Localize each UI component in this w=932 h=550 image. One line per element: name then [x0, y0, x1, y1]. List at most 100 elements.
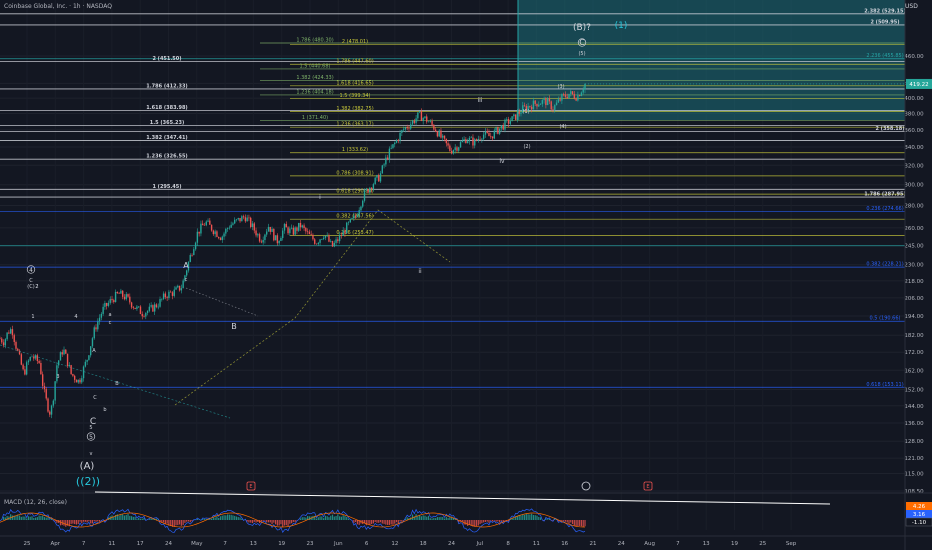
candle-body: [121, 290, 124, 297]
candle-body: [561, 94, 563, 101]
wave-label: (1): [522, 109, 529, 115]
macd-histogram-bar: [136, 519, 138, 520]
candle-body: [164, 293, 167, 298]
macd-histogram-bar: [502, 520, 504, 523]
candle-body: [495, 127, 497, 131]
candle-body: [449, 145, 451, 151]
candle-body: [280, 238, 282, 241]
price-axis[interactable]: 108.50 115.00 121.00 128.00 136.00 144.00 152.…: [904, 0, 932, 550]
candle-body: [481, 138, 483, 140]
macd-histogram-bar: [465, 520, 467, 525]
candle-body: [189, 255, 191, 262]
candle-body: [440, 130, 442, 138]
y-tick-label: 172.00: [904, 350, 924, 356]
macd-histogram-bar: [308, 516, 310, 520]
wave-circle: [86, 432, 96, 441]
candle-body: [289, 228, 291, 234]
macd-histogram-bar: [299, 518, 302, 520]
fib-level-label: 1 (371.40): [302, 115, 328, 121]
trend-dashed: [174, 209, 451, 406]
candle-body: [303, 225, 305, 228]
candle-body: [404, 127, 407, 130]
wave-label: (C): [27, 284, 34, 290]
macd-histogram-bar: [218, 517, 220, 520]
macd-histogram-bar: [438, 517, 440, 520]
macd-histogram-bar: [275, 520, 277, 525]
candle-body: [529, 106, 531, 107]
macd-histogram-bar: [289, 520, 291, 524]
macd-histogram-bar: [511, 517, 513, 520]
candle-body: [420, 111, 423, 122]
candle-body: [171, 292, 174, 296]
candle-body: [573, 94, 576, 99]
macd-histogram-bar: [17, 514, 19, 520]
fib-level-label: 2.382 (529.15): [864, 8, 905, 14]
candle-body: [466, 141, 469, 144]
candle-body: [258, 234, 261, 242]
candle-body: [27, 360, 30, 363]
candle-body: [111, 299, 113, 301]
macd-histogram-bar: [43, 517, 46, 520]
candle-body: [500, 125, 503, 129]
macd-histogram-bar: [287, 520, 289, 527]
candle-body: [344, 230, 346, 234]
macd-histogram-bar: [378, 520, 380, 523]
candle-body: [116, 291, 119, 294]
macd-histogram-bar: [182, 520, 184, 526]
x-tick-label: 25: [759, 541, 766, 547]
candle-body: [228, 227, 231, 229]
candle-body: [577, 95, 579, 101]
y-tick-label: 230.00: [904, 263, 924, 269]
macd-histogram-bar: [411, 514, 414, 520]
macd-histogram-bar: [451, 517, 453, 520]
candle-body: [461, 140, 464, 143]
macd-histogram-bar: [523, 514, 526, 520]
fib-level-label: 2.236 (455.85): [866, 53, 903, 59]
wave-label: 5: [89, 425, 92, 431]
x-tick-label: 17: [137, 541, 144, 547]
candle-body: [385, 157, 387, 165]
macd-histogram-bar: [342, 515, 344, 520]
time-axis[interactable]: 25 Apr 7 11 17 24 May 7 13 19 23 Jun 6 12 18 24 Jul 8 11 16…: [0, 535, 932, 547]
wave-label: 2: [35, 284, 38, 290]
macd-histogram-bar: [303, 517, 305, 520]
candle-body: [468, 137, 471, 142]
macd-histogram-bar: [331, 514, 334, 520]
macd-histogram-bar: [50, 518, 53, 520]
macd-histogram-bar: [203, 519, 206, 520]
currency-label[interactable]: USD: [905, 3, 918, 10]
macd-histogram-bar: [580, 520, 583, 527]
macd-histogram-bar: [97, 520, 99, 522]
wave-label: c: [109, 320, 112, 326]
candle-body: [145, 312, 147, 317]
candle-body: [45, 389, 47, 399]
macd-histogram-bar: [191, 520, 193, 522]
macd-histogram-bar: [564, 520, 567, 522]
candle-body: [271, 228, 273, 232]
fib-level-label: 1.786 (412.33): [146, 83, 187, 89]
wave-label: (3): [557, 84, 564, 90]
macd-histogram-bar: [314, 515, 316, 520]
macd-histogram-bar: [33, 517, 35, 520]
macd-histogram-bar: [98, 520, 101, 522]
candle-body: [91, 338, 94, 347]
candle-body: [43, 385, 46, 390]
macd-histogram-bar: [571, 520, 574, 525]
macd-histogram-bar: [486, 520, 488, 522]
candle-body: [70, 365, 72, 375]
macd-histogram-bar: [475, 520, 478, 527]
macd-histogram-bar: [461, 520, 463, 522]
candle-body: [141, 314, 143, 317]
candle-body: [351, 217, 353, 219]
x-tick-label: 7: [223, 541, 227, 547]
macd-histogram-bar: [123, 515, 126, 520]
candle-body: [225, 228, 227, 234]
candle-body: [452, 150, 455, 154]
candle-body: [50, 405, 53, 415]
candle-body: [379, 173, 382, 182]
candle-body: [127, 294, 129, 297]
macd-histogram-bar: [171, 520, 174, 527]
macd-histogram-bar: [335, 515, 337, 520]
macd-histogram-bar: [539, 517, 542, 520]
